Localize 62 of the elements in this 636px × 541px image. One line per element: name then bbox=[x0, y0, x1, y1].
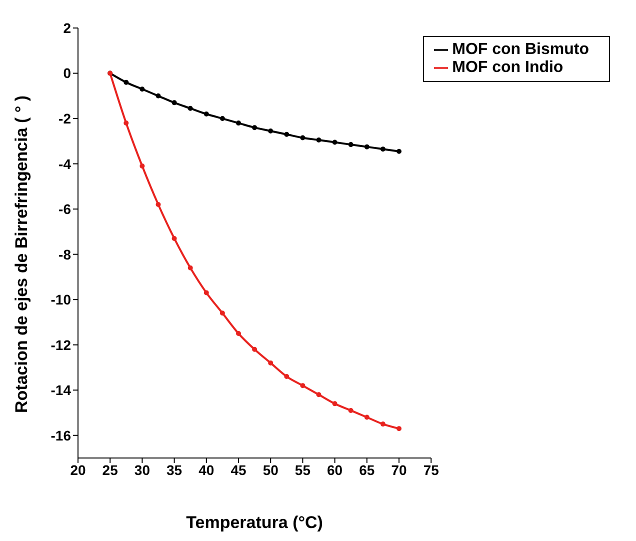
point bbox=[380, 146, 386, 152]
point bbox=[316, 138, 322, 143]
y-tick-label: 0 bbox=[63, 65, 72, 82]
x-tick-label: 65 bbox=[359, 462, 375, 478]
point bbox=[188, 265, 193, 270]
point bbox=[124, 80, 129, 85]
point bbox=[396, 148, 402, 154]
point bbox=[300, 135, 306, 140]
point bbox=[124, 120, 129, 126]
point bbox=[348, 142, 354, 148]
y-tick-label: -12 bbox=[50, 336, 72, 353]
point bbox=[236, 120, 242, 126]
point bbox=[316, 392, 322, 398]
point bbox=[380, 422, 386, 427]
point bbox=[300, 383, 306, 388]
point bbox=[396, 426, 402, 432]
x-tick-label: 40 bbox=[198, 462, 214, 478]
point bbox=[140, 86, 145, 92]
point bbox=[172, 236, 177, 241]
x-tick-label: 30 bbox=[134, 462, 150, 478]
point bbox=[204, 290, 209, 296]
point bbox=[172, 100, 177, 106]
point bbox=[252, 346, 258, 352]
y-tick-label: -4 bbox=[58, 156, 72, 172]
x-tick-label: 25 bbox=[102, 462, 118, 478]
x-tick-label: 75 bbox=[423, 462, 440, 478]
point bbox=[220, 310, 225, 316]
point bbox=[364, 414, 370, 420]
point bbox=[348, 408, 354, 413]
y-tick-label: -16 bbox=[50, 427, 72, 444]
y-tick-label: 2 bbox=[63, 20, 72, 36]
y-tick-label: -14 bbox=[50, 382, 72, 398]
point bbox=[204, 112, 209, 116]
x-axis-title: Temperatura (°C) bbox=[186, 513, 323, 532]
point bbox=[156, 93, 161, 98]
x-tick-label: 55 bbox=[294, 462, 311, 478]
x-tick-label: 45 bbox=[230, 462, 246, 478]
point bbox=[332, 401, 338, 406]
point bbox=[268, 360, 274, 366]
x-tick-label: 60 bbox=[327, 462, 343, 478]
point bbox=[236, 331, 242, 336]
y-tick-label: -2 bbox=[58, 110, 72, 126]
x-tick-label: 20 bbox=[70, 462, 86, 478]
point bbox=[140, 164, 145, 169]
point bbox=[332, 140, 338, 145]
legend-label: MOF con Indio bbox=[452, 59, 564, 76]
x-tick-label: 70 bbox=[391, 462, 408, 478]
point bbox=[284, 132, 290, 137]
x-tick-label: 35 bbox=[166, 462, 182, 478]
y-tick-label: -10 bbox=[50, 292, 72, 308]
point bbox=[284, 374, 290, 380]
y-axis-title: Rotacion de ejes de Birrefringencia ( ° ) bbox=[12, 95, 32, 413]
point bbox=[220, 116, 225, 122]
legend-label: MOF con Bismuto bbox=[452, 41, 589, 58]
point bbox=[364, 144, 370, 150]
point bbox=[268, 128, 274, 134]
y-tick-label: -6 bbox=[58, 201, 72, 218]
point bbox=[252, 125, 258, 130]
point bbox=[188, 106, 193, 111]
point bbox=[156, 202, 161, 208]
x-tick-label: 50 bbox=[262, 462, 279, 478]
y-tick-label: -8 bbox=[58, 246, 72, 262]
